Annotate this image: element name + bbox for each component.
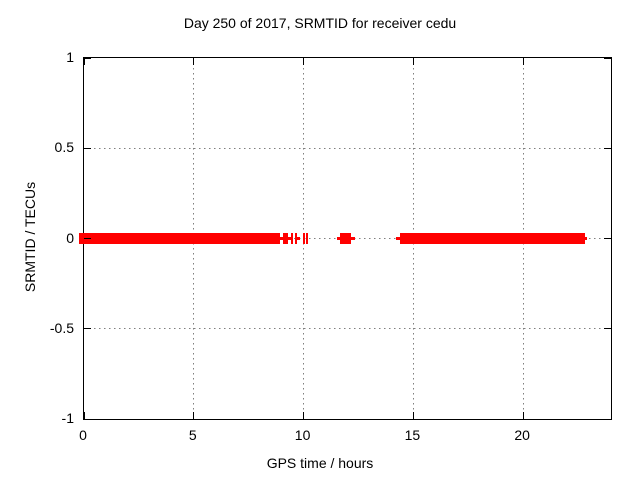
x-tick-mark <box>522 412 524 419</box>
x-tick-label: 10 <box>294 427 311 443</box>
data-segment <box>296 237 301 240</box>
data-segment <box>302 233 305 244</box>
x-tick-mark <box>522 58 524 65</box>
plot-area <box>79 57 612 420</box>
y-tick-mark <box>84 328 91 330</box>
chart-title: Day 250 of 2017, SRMTID for receiver ced… <box>183 15 457 31</box>
data-segment <box>399 233 585 244</box>
y-tick-mark <box>604 328 611 330</box>
y-tick-mark <box>604 238 611 239</box>
y-tick-mark <box>84 57 91 59</box>
y-tick-mark <box>84 238 91 239</box>
x-tick-label: 0 <box>79 427 87 443</box>
x-tick-mark <box>412 412 414 419</box>
x-tick-mark <box>303 412 305 419</box>
data-segment <box>396 237 400 240</box>
x-tick-mark <box>83 412 85 419</box>
x-tick-label: 15 <box>404 427 421 443</box>
data-segment <box>287 237 292 240</box>
x-tick-mark <box>83 58 85 65</box>
y-tick-mark <box>604 418 611 420</box>
data-segment <box>340 233 351 244</box>
x-tick-mark <box>193 58 195 65</box>
y-tick-label: -0.5 <box>49 319 74 336</box>
data-segment <box>291 233 294 244</box>
data-segment <box>584 237 587 240</box>
data-segment <box>79 233 281 244</box>
data-segment <box>305 233 308 244</box>
h-gridline <box>84 147 611 149</box>
data-segment <box>336 237 341 240</box>
data-segment <box>295 233 298 244</box>
h-gridline <box>84 328 611 330</box>
y-tick-mark <box>84 147 91 149</box>
data-segment <box>282 233 288 244</box>
data-segment <box>280 237 283 240</box>
x-tick-mark <box>303 58 305 65</box>
y-tick-mark <box>604 147 611 149</box>
y-tick-mark <box>604 57 611 59</box>
y-tick-label: 1 <box>66 49 74 65</box>
y-tick-label: 0.5 <box>54 139 74 156</box>
y-tick-label: 0 <box>66 229 74 246</box>
x-tick-mark <box>412 58 414 65</box>
x-tick-label: 20 <box>514 427 530 443</box>
data-segment <box>351 237 355 240</box>
y-tick-label: -1 <box>61 410 74 426</box>
x-tick-label: 5 <box>188 427 197 443</box>
x-axis-label: GPS time / hours <box>266 455 374 471</box>
x-tick-mark <box>193 412 195 419</box>
y-tick-mark <box>84 418 91 420</box>
